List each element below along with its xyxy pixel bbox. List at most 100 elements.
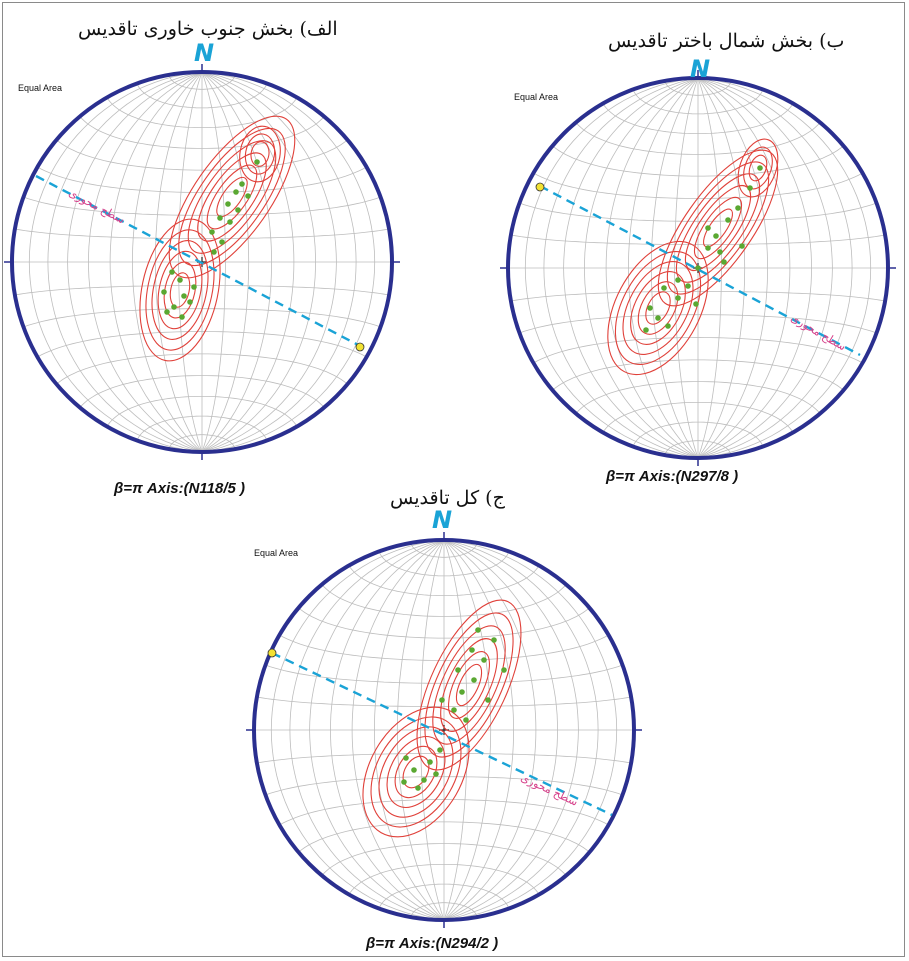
- panel-a-pole-1: [177, 277, 183, 283]
- panel-a-contour-0-2: [151, 240, 209, 340]
- panel-a-contour-0-4: [163, 261, 197, 319]
- panel-a-contour-0-3: [157, 250, 203, 330]
- panel-c-contour-1-5: [455, 663, 483, 707]
- panel-c-contour-1-4: [447, 651, 491, 719]
- panel-a-axial-plane-label: سطح محوری: [67, 186, 127, 226]
- panel-a-contour-1-4: [206, 164, 258, 230]
- panel-c-contour-0-4: [394, 745, 438, 799]
- panel-c-pole-5: [437, 747, 443, 753]
- panel-a-pole-9: [209, 229, 215, 235]
- panel-a-title: الف) بخش جنوب خاوری تاقدیس: [78, 18, 338, 40]
- panel-c-grid: [254, 539, 634, 921]
- panel-b-pole-18: [721, 259, 727, 265]
- panel-a-pole-3: [181, 293, 187, 299]
- panel-a-contour-2-1: [244, 133, 276, 175]
- panel-c-contour-0-5: [402, 755, 430, 789]
- panel-a-pole-14: [239, 181, 245, 187]
- panel-a-pole-16: [245, 193, 251, 199]
- panel-b-pole-4: [685, 283, 691, 289]
- panel-b-contour-2-2: [748, 154, 768, 182]
- panel-b-pole-15: [757, 165, 763, 171]
- panel-c-contour-1-1: [424, 612, 514, 758]
- panel-c-pole-13: [463, 717, 469, 723]
- panel-b-pole-0: [655, 315, 661, 321]
- panel-b-contour-0-1: [614, 250, 702, 366]
- panel-a-pole-10: [217, 215, 223, 221]
- panel-b-pole-12: [739, 243, 745, 249]
- panel-b-title: ب) بخش شمال باختر تاقدیس: [608, 30, 845, 52]
- panel-a-contour-1-0: [168, 115, 296, 279]
- panel-c-pole-17: [439, 697, 445, 703]
- panel-c-pole-18: [475, 627, 481, 633]
- panel-b-beta-axis-point: [535, 182, 545, 192]
- panel-a-contour-1-3: [197, 152, 267, 242]
- panel-c-pole-2: [403, 755, 409, 761]
- panel-a-pole-11: [225, 201, 231, 207]
- panel-b-pole-19: [693, 301, 699, 307]
- panel-c-contour-0-1: [370, 716, 462, 828]
- panel-c-pole-12: [491, 637, 497, 643]
- panel-a-pole-12: [233, 189, 239, 195]
- panel-b-contour-0-0: [607, 240, 709, 376]
- panel-a-pole-8: [191, 284, 197, 290]
- panel-b-pole-6: [695, 265, 701, 271]
- panel-b-contour-1-4: [693, 196, 743, 260]
- panel-a-contour-2-0: [239, 125, 281, 183]
- panel-c-pole-10: [471, 677, 477, 683]
- panel-a-axis-caption: β=π Axis:(N118/5 ): [114, 480, 246, 497]
- panel-b-contour-1-0: [657, 149, 779, 307]
- panel-b-pole-1: [665, 323, 671, 329]
- panel-a-pole-17: [211, 249, 217, 255]
- panel-b-axial-plane-line: [539, 184, 861, 357]
- panel-c-axial-plane-line: [271, 651, 613, 817]
- panel-c-projection-label: Equal Area: [254, 548, 299, 558]
- panel-a-pole-13: [219, 239, 225, 245]
- panel-c-pole-4: [415, 785, 421, 791]
- panel-a-pole-18: [254, 159, 260, 165]
- panel-a-pole-19: [235, 207, 241, 213]
- panel-a-beta-axis-point: [355, 342, 365, 352]
- panel-c-north-label: N: [432, 506, 453, 534]
- panel-a-contour-0-1: [145, 229, 215, 351]
- panel-b-pole-14: [747, 185, 753, 191]
- panel-b-pole-17: [661, 285, 667, 291]
- panel-a-axial-plane-line: [35, 174, 363, 349]
- panel-b-pole-2: [647, 305, 653, 311]
- panel-c-pole-16: [501, 667, 507, 673]
- panel-a-pole-7: [179, 314, 185, 320]
- panel-b-contour-0-5: [645, 291, 671, 325]
- panel-a-contour-0-0: [139, 218, 221, 362]
- panel-b-pole-7: [705, 245, 711, 251]
- panel-c-pole-9: [459, 689, 465, 695]
- panel-a-pole-5: [187, 299, 193, 305]
- panel-c-contour-0-2: [378, 726, 454, 818]
- panel-a-grid: [12, 71, 392, 453]
- panel-a-contour-1-1: [178, 127, 286, 267]
- panel-b-contour-0-2: [622, 261, 694, 355]
- panel-a-pole-6: [164, 309, 170, 315]
- panel-b-pole-11: [717, 249, 723, 255]
- panel-c-pole-8: [451, 707, 457, 713]
- panel-c-contour-0-0: [362, 706, 470, 838]
- panel-c-pole-11: [481, 657, 487, 663]
- panel-c-pole-1: [421, 777, 427, 783]
- panel-b-pole-8: [713, 233, 719, 239]
- panel-b-axis-caption: β=π Axis:(N297/8 ): [606, 468, 739, 485]
- panel-b-pole-3: [675, 295, 681, 301]
- panel-c-axial-plane-label: سطح محوری: [519, 771, 580, 809]
- panel-c-pole-15: [469, 647, 475, 653]
- panel-a-projection-label: Equal Area: [18, 83, 63, 93]
- panel-b-projection-label: Equal Area: [514, 92, 559, 102]
- panel-c-pole-0: [411, 767, 417, 773]
- panel-a-pole-15: [227, 219, 233, 225]
- panel-c-contour-1-2: [432, 625, 506, 745]
- panel-b-contour-2-0: [737, 138, 779, 198]
- panel-b-pole-13: [675, 277, 681, 283]
- panel-c-title: ج) کل تاقدیس: [390, 487, 505, 509]
- panel-c-pole-19: [455, 667, 461, 673]
- panel-b-pole-5: [643, 327, 649, 333]
- panel-a-north-label: N: [194, 39, 215, 67]
- panel-b-contour-1-5: [703, 208, 733, 248]
